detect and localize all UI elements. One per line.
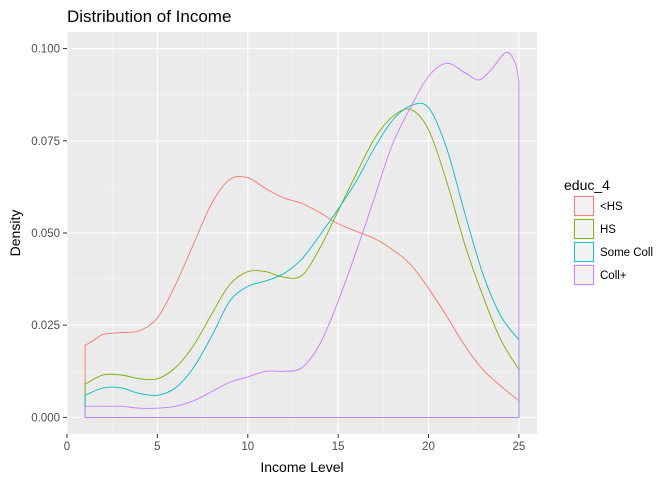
x-axis-title: Income Level: [260, 459, 343, 475]
legend-key-swatch: [574, 242, 594, 262]
density-line-coll: [84, 51, 520, 418]
legend-item-some-coll: Some Coll: [573, 241, 653, 263]
legend-key-bg: [573, 241, 595, 263]
x-tick-label: 5: [154, 441, 160, 453]
legend-label: HS: [600, 224, 616, 236]
legend-item-coll: Coll+: [573, 264, 627, 286]
y-tick-label: 0.050: [31, 228, 60, 240]
legend-label: <HS: [600, 201, 623, 213]
legend-title: educ_4: [564, 177, 610, 193]
legend-key-swatch: [574, 219, 594, 239]
legend-key-bg: [573, 264, 595, 286]
legend-key-swatch: [574, 265, 594, 285]
density-line-some-coll: [84, 102, 520, 418]
y-tick-label: 0.100: [31, 44, 60, 56]
density-line-hs: [84, 175, 520, 418]
legend-item-hs: <HS: [573, 195, 623, 217]
chart-title: Distribution of Income: [67, 7, 231, 26]
legend-items: <HS HS Some Coll Coll+: [573, 195, 653, 286]
x-tick-label: 0: [64, 441, 70, 453]
legend-label: Some Coll: [600, 247, 653, 259]
y-tick-label: 0.000: [31, 412, 60, 424]
legend-label: Coll+: [600, 270, 627, 282]
series-layer: [84, 51, 520, 418]
density-line-hs: [84, 108, 520, 418]
legend-key-swatch: [574, 196, 594, 216]
y-tick-label: 0.075: [31, 136, 60, 148]
x-tick-label: 25: [513, 441, 526, 453]
legend-key-bg: [573, 218, 595, 240]
x-tick-label: 10: [241, 441, 254, 453]
legend-key-bg: [573, 195, 595, 217]
legend: educ_4 <HS HS Some Coll Coll+: [564, 177, 653, 286]
legend-item-hs: HS: [573, 218, 616, 240]
x-axis: 0 5 10 15 20 25: [64, 434, 526, 453]
y-axis-title: Density: [7, 210, 23, 257]
x-tick-label: 20: [422, 441, 435, 453]
y-axis: 0.000 0.025 0.050 0.075 0.100: [31, 44, 67, 424]
y-tick-label: 0.025: [31, 320, 60, 332]
x-tick-label: 15: [332, 441, 345, 453]
